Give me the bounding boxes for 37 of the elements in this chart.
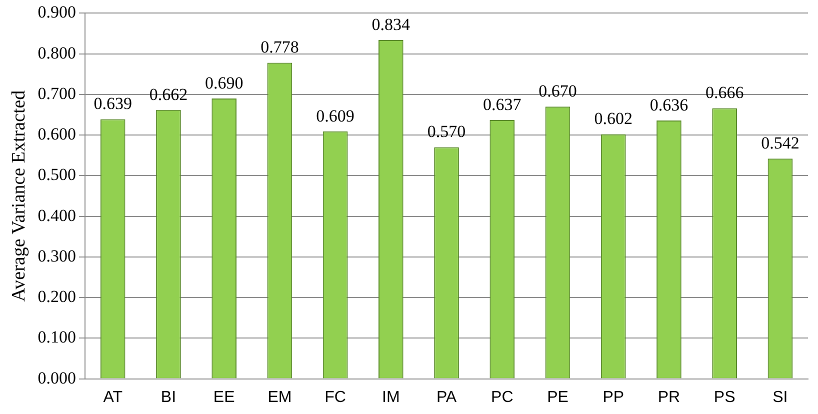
y-tick-label: 0.000: [38, 368, 76, 388]
y-tick-label: 0.800: [38, 43, 76, 62]
data-label: 0.636: [650, 95, 688, 114]
y-tick-label: 0.600: [38, 124, 76, 144]
data-label: 0.637: [483, 95, 522, 114]
y-tick-label: 0.700: [38, 84, 76, 103]
x-tick-label: EM: [268, 388, 292, 406]
data-label: 0.639: [94, 94, 132, 114]
x-tick-label: IM: [382, 388, 400, 406]
x-tick-label: PP: [602, 388, 624, 406]
x-tick-label: EE: [213, 388, 235, 406]
data-label: 0.670: [538, 82, 577, 101]
data-label: 0.542: [761, 134, 800, 153]
x-tick-label: FC: [324, 388, 346, 406]
data-label: 0.602: [594, 109, 632, 128]
x-tick-label: PE: [547, 388, 568, 406]
y-tick-label: 0.300: [38, 246, 76, 266]
data-label: 0.609: [316, 106, 354, 126]
data-label: 0.690: [204, 73, 244, 92]
y-tick-label: 0.100: [38, 328, 76, 347]
data-label: 0.778: [260, 38, 299, 57]
y-tick-label: 0.500: [38, 165, 76, 184]
x-tick-label: PS: [714, 388, 736, 406]
y-tick-label: 0.200: [38, 287, 76, 306]
x-tick-label: PC: [491, 388, 514, 406]
x-tick-label: SI: [772, 388, 788, 406]
x-tick-label: BI: [160, 388, 176, 406]
data-label: 0.662: [149, 84, 188, 104]
data-label: 0.570: [427, 122, 466, 142]
data-label: 0.834: [372, 14, 411, 34]
y-axis-title: Average Variance Extracted: [8, 90, 30, 302]
x-tick-label: PR: [658, 388, 680, 406]
x-tick-label: AT: [103, 388, 123, 406]
data-label: 0.666: [705, 83, 744, 102]
y-tick-label: 0.900: [38, 2, 76, 22]
x-tick-label: PA: [436, 388, 457, 406]
y-tick-label: 0.400: [38, 206, 76, 225]
